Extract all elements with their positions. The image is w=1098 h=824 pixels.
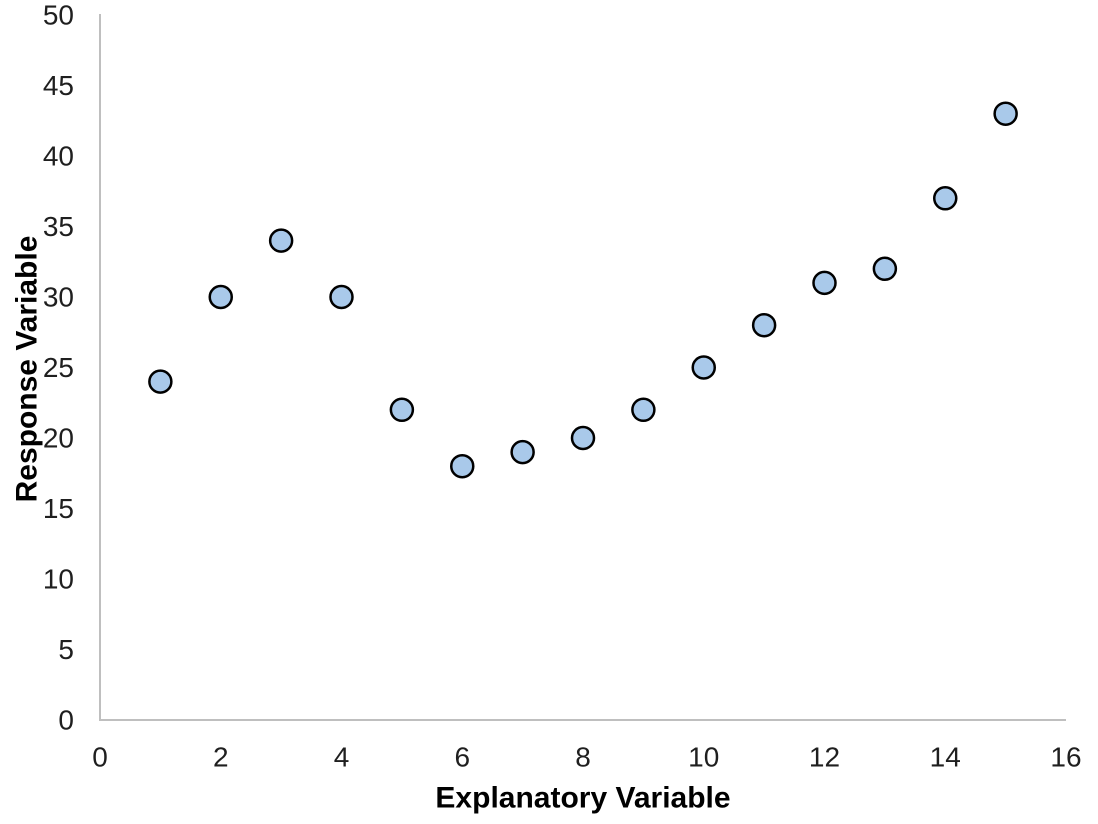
data-point bbox=[148, 369, 173, 394]
x-tick-label: 0 bbox=[92, 742, 108, 773]
data-point bbox=[631, 397, 656, 423]
x-tick-label: 2 bbox=[213, 742, 229, 773]
y-tick-label: 40 bbox=[43, 141, 74, 172]
x-tick-label: 16 bbox=[1050, 742, 1081, 773]
data-point bbox=[872, 256, 898, 282]
data-point bbox=[993, 101, 1018, 126]
y-tick-label: 10 bbox=[43, 564, 74, 595]
x-tick-label: 4 bbox=[334, 742, 350, 773]
data-point bbox=[450, 453, 475, 479]
y-axis-title: Response Variable bbox=[11, 236, 44, 503]
x-axis-title: Explanatory Variable bbox=[435, 782, 730, 815]
y-tick-label: 30 bbox=[43, 282, 74, 313]
y-tick-label: 45 bbox=[43, 70, 74, 101]
data-point bbox=[389, 397, 415, 423]
x-tick-label: 10 bbox=[688, 742, 719, 773]
x-tick-label: 6 bbox=[454, 742, 470, 773]
x-tick-label: 8 bbox=[575, 742, 591, 773]
data-point bbox=[812, 270, 837, 296]
y-tick-label: 35 bbox=[43, 211, 74, 242]
y-tick-label: 5 bbox=[58, 634, 74, 665]
y-tick-label: 15 bbox=[43, 493, 74, 524]
data-point bbox=[510, 439, 535, 465]
x-tick-label: 14 bbox=[930, 742, 961, 773]
data-point bbox=[208, 284, 233, 310]
data-point bbox=[329, 284, 354, 310]
x-tick-label: 12 bbox=[809, 742, 840, 773]
data-point bbox=[933, 186, 958, 211]
y-tick-label: 0 bbox=[58, 705, 74, 736]
y-tick-label: 50 bbox=[43, 0, 74, 31]
data-point bbox=[570, 425, 596, 451]
y-tick-label: 20 bbox=[43, 423, 74, 454]
data-point bbox=[268, 228, 294, 253]
data-point bbox=[691, 355, 716, 380]
data-point bbox=[751, 312, 777, 338]
y-tick-label: 25 bbox=[43, 352, 74, 383]
